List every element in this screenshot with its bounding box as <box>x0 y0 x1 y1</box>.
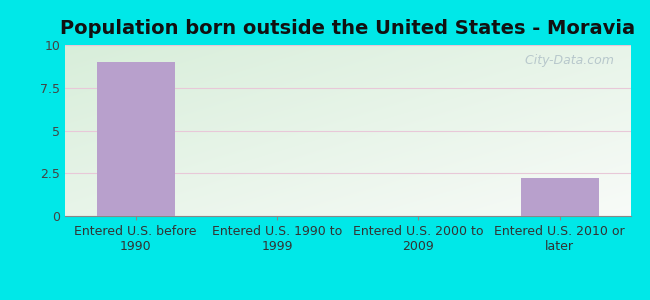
Title: Population born outside the United States - Moravia: Population born outside the United State… <box>60 19 635 38</box>
Bar <box>97 62 175 216</box>
Bar <box>521 178 599 216</box>
Text: City-Data.com: City-Data.com <box>517 53 614 67</box>
